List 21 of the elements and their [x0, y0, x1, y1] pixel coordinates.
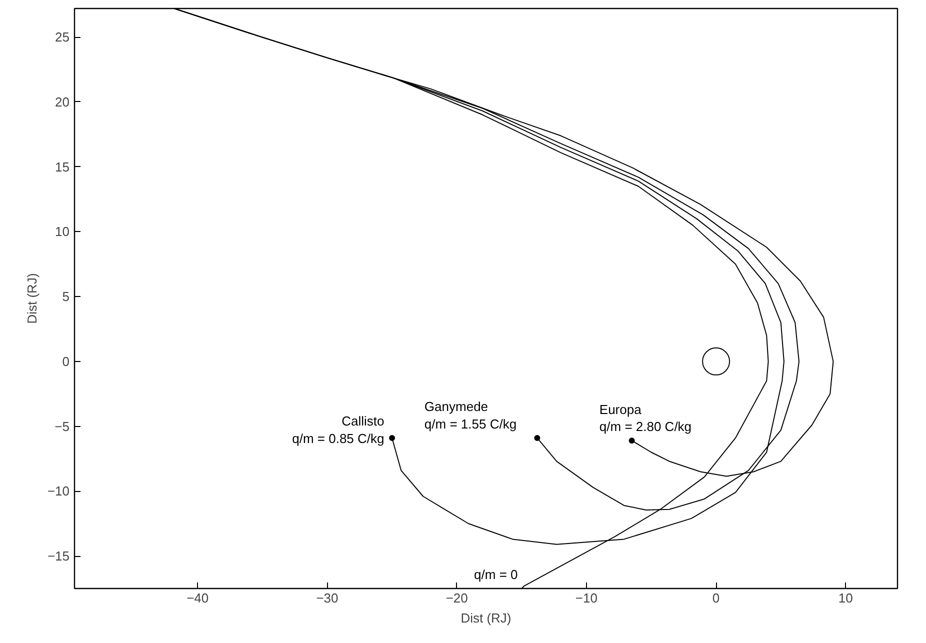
y-tick-label: 5 — [62, 289, 70, 304]
x-axis-title: Dist (RJ) — [460, 610, 512, 626]
y-tick-label: −5 — [54, 418, 70, 434]
x-tick-label: −10 — [575, 590, 598, 606]
x-tick-label: 0 — [712, 590, 720, 606]
annotation: Europa q/m = 2.80 C/kg — [599, 402, 692, 434]
y-tick-label: 20 — [55, 94, 70, 110]
annotation: Ganymede q/m = 1.55 C/kg — [424, 399, 517, 432]
x-tick-label: −30 — [316, 590, 338, 606]
y-tick-label: −15 — [47, 548, 70, 564]
y-tick-label: 15 — [55, 159, 70, 174]
y-tick-label: 10 — [55, 224, 70, 240]
y-axis-title: Dist (RJ) — [24, 273, 40, 324]
x-tick-label: 10 — [838, 590, 853, 606]
x-tick-label: −20 — [446, 590, 468, 606]
y-tick-label: 25 — [55, 30, 70, 45]
y-tick-label: −10 — [47, 484, 70, 499]
annotation: Callisto q/m = 0.85 C/kg — [292, 414, 384, 446]
x-tick-label: −40 — [186, 590, 209, 606]
y-tick-label: 0 — [62, 354, 70, 369]
annotation: q/m = 0 — [474, 567, 518, 582]
